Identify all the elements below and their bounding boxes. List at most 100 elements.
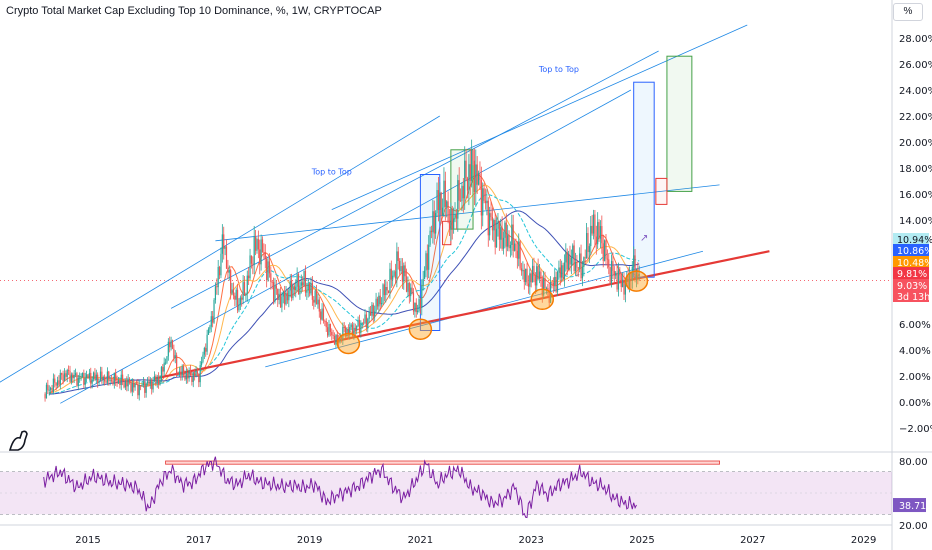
- candle-body: [236, 289, 239, 311]
- channel-lower-line-1: [60, 89, 632, 404]
- candle-body: [567, 255, 570, 270]
- x-tick-label: 2025: [629, 535, 654, 546]
- candle-body: [153, 376, 156, 382]
- candle-body: [479, 173, 481, 181]
- price-tag-bg: [893, 290, 929, 302]
- candle-body: [158, 377, 160, 385]
- candle-body: [174, 355, 176, 359]
- candle-body: [55, 382, 57, 386]
- candle-body: [239, 297, 241, 305]
- candle-body: [335, 334, 337, 345]
- candle-body: [97, 374, 99, 383]
- candle-body: [217, 266, 219, 288]
- price-tag-bg: [893, 279, 929, 291]
- x-tick-label: 2023: [518, 535, 543, 546]
- channel-upper-line-1: [0, 115, 440, 383]
- candle-body: [432, 211, 434, 233]
- candle-body: [530, 273, 532, 283]
- price-tag: 9.03%: [893, 279, 929, 292]
- rsi-value-tag-bg: [893, 498, 926, 513]
- y-tick-label: 2.00%: [899, 372, 931, 383]
- candle-body: [534, 276, 536, 286]
- candle-body: [310, 283, 312, 294]
- candle-body: [598, 222, 600, 239]
- candle-body: [302, 282, 304, 286]
- candle-body: [507, 235, 509, 247]
- candle-body: [176, 355, 178, 374]
- candle-body: [430, 230, 433, 233]
- candle-body: [306, 290, 308, 293]
- candle-body: [191, 375, 193, 382]
- price-tag-text: 10.94%: [897, 235, 932, 246]
- candle-body: [604, 240, 606, 261]
- candle-body: [224, 246, 226, 249]
- candle-body: [536, 266, 538, 286]
- candle-body: [173, 348, 175, 359]
- candle-body: [63, 373, 66, 382]
- candle-body: [243, 282, 246, 296]
- range-box-red-2: [655, 177, 668, 205]
- candle-body: [447, 201, 449, 221]
- candle-body: [66, 370, 68, 377]
- candle-body: [333, 335, 336, 345]
- candle-body: [580, 253, 582, 279]
- candle-body: [516, 250, 518, 259]
- candle-body: [159, 379, 161, 385]
- candle-body: [195, 371, 197, 377]
- candle-body: [551, 281, 553, 283]
- candle-body: [605, 240, 607, 259]
- x-tick-label: 2029: [851, 535, 876, 546]
- candle-body: [221, 234, 223, 254]
- candle-body: [415, 302, 417, 313]
- candle-body: [459, 200, 462, 202]
- candle-body: [286, 292, 289, 301]
- candle-body: [633, 255, 635, 267]
- candle-body: [160, 367, 163, 380]
- candle-body: [315, 290, 318, 305]
- candle-body: [586, 233, 588, 259]
- candle-body: [231, 289, 233, 294]
- candle-body: [307, 283, 309, 291]
- candle-body: [263, 252, 265, 254]
- candle-body: [376, 298, 379, 307]
- candle-body: [631, 266, 633, 281]
- y-tick-label: 0.00%: [899, 398, 931, 409]
- candle-body: [144, 382, 146, 393]
- candle-body: [198, 373, 200, 383]
- candle-body: [538, 271, 541, 279]
- candle-body: [128, 378, 131, 383]
- candle-body: [387, 290, 390, 294]
- candle-body: [403, 265, 405, 282]
- candle-body: [394, 271, 397, 279]
- percent-scale-button[interactable]: %: [893, 3, 923, 21]
- candle-body: [314, 290, 316, 303]
- candle-body: [482, 188, 484, 216]
- candle-body: [295, 286, 297, 290]
- candle-body: [145, 383, 147, 393]
- candle-body: [83, 372, 85, 385]
- candle-body: [493, 219, 495, 231]
- candle-body: [297, 274, 300, 295]
- candle-body: [345, 327, 347, 337]
- candle-body: [483, 188, 485, 201]
- candle-body: [322, 308, 325, 321]
- candle-body: [248, 275, 250, 279]
- candle-body: [58, 380, 60, 385]
- candle-body: [238, 304, 240, 311]
- candle-body: [471, 150, 473, 181]
- candle-body: [490, 213, 492, 218]
- candle-body: [245, 293, 247, 296]
- candle-body: [509, 245, 512, 249]
- price-tag: 10.48%: [893, 256, 932, 269]
- candle-body: [130, 382, 132, 392]
- candle-body: [187, 373, 189, 379]
- candle-body: [634, 255, 636, 280]
- candle-body: [422, 278, 424, 286]
- candle-body: [320, 311, 322, 320]
- candle-body: [311, 283, 313, 300]
- candle-body: [209, 326, 211, 330]
- y-axis: 28.00% 26.00% 24.00% 22.00% 20.00% 18.00% 16.0…: [899, 34, 932, 532]
- candle-body: [293, 286, 295, 290]
